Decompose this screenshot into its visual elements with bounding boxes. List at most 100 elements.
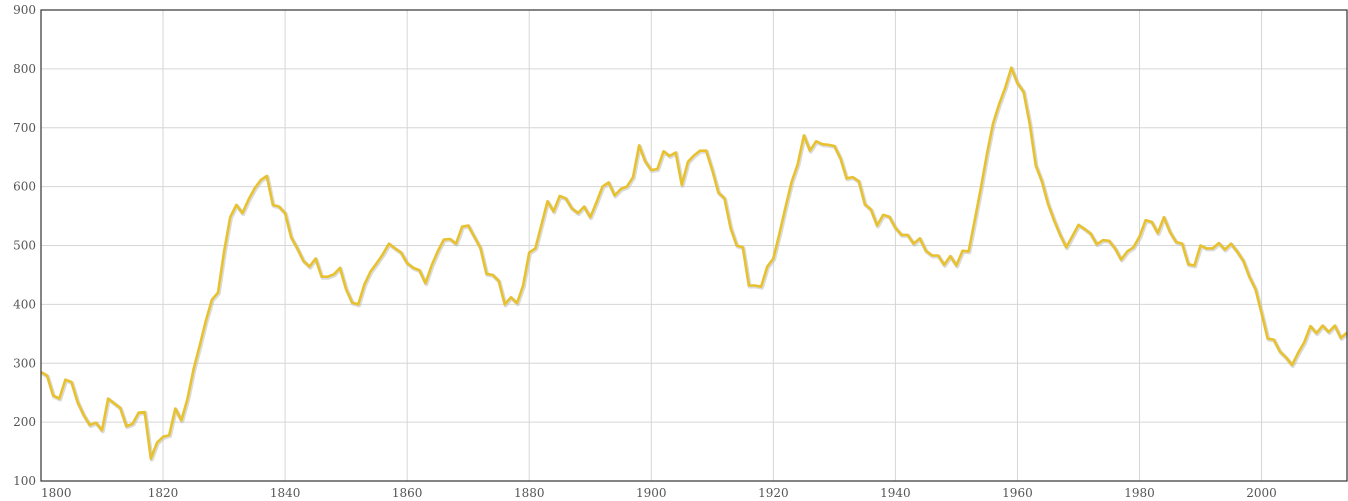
data-point-1954: [980, 187, 982, 189]
data-point-1926: [809, 150, 811, 152]
data-point-1937: [876, 224, 878, 227]
axis-tick-labels: 100 200 300 400 500 600 700 800 900 1800 1820 1840 1…: [13, 3, 1277, 500]
data-point-1980: [1138, 236, 1141, 238]
data-point-1823: [180, 419, 182, 421]
data-point-1908: [699, 150, 701, 152]
data-point-1991: [1206, 247, 1208, 250]
x-tick-label-1860: 1860: [392, 486, 423, 500]
data-point-1969: [1071, 235, 1073, 237]
data-point-1972: [1090, 233, 1092, 235]
data-point-1970: [1077, 224, 1080, 226]
data-point-1948: [943, 264, 945, 266]
data-point-2004: [1285, 356, 1287, 358]
data-point-1895: [620, 188, 622, 190]
data-point-1847: [327, 276, 329, 278]
data-point-1852: [357, 303, 359, 305]
data-point-1952: [968, 250, 970, 252]
data-point-1962: [1029, 123, 1031, 125]
data-point-1889: [583, 206, 585, 208]
data-point-1814: [125, 425, 128, 427]
data-point-1821: [168, 434, 170, 436]
data-point-1833: [241, 212, 243, 214]
data-point-1935: [864, 203, 866, 205]
data-point-1891: [595, 201, 597, 204]
data-point-1806: [77, 401, 79, 403]
data-point-1913: [730, 227, 732, 229]
data-point-1912: [723, 197, 726, 199]
x-tick-label-1820: 1820: [148, 486, 179, 500]
data-point-1971: [1083, 228, 1086, 230]
data-point-2005: [1291, 364, 1293, 366]
data-point-1907: [693, 154, 695, 157]
data-point-1849: [339, 267, 341, 269]
data-point-1838: [272, 204, 274, 206]
data-point-1943: [913, 243, 915, 245]
data-point-1965: [1047, 203, 1049, 205]
data-point-1898: [638, 144, 640, 147]
x-tick-label-1960: 1960: [1002, 486, 1033, 500]
data-point-1858: [394, 247, 396, 250]
data-point-1846: [321, 276, 323, 278]
data-point-1859: [400, 251, 402, 254]
data-point-1856: [382, 253, 384, 255]
data-point-1882: [540, 224, 543, 226]
data-point-1924: [797, 163, 799, 165]
data-point-2010: [1321, 324, 1324, 327]
y-tick-label-600: 600: [13, 180, 36, 194]
data-point-1920: [772, 257, 774, 260]
data-point-1919: [766, 266, 768, 268]
data-point-1890: [589, 216, 591, 218]
data-point-1873: [485, 273, 488, 275]
data-point-1961: [1022, 91, 1025, 93]
data-point-1874: [492, 274, 494, 276]
data-point-1836: [260, 179, 262, 181]
data-point-1854: [369, 270, 372, 273]
series-line-0: [40, 66, 1348, 460]
x-tick-label-1840: 1840: [270, 486, 301, 500]
data-point-1815: [131, 423, 134, 425]
data-point-1942: [906, 234, 909, 236]
x-tick-label-1880: 1880: [514, 486, 545, 500]
data-point-1941: [900, 234, 903, 236]
data-point-1872: [479, 247, 482, 249]
data-point-1831: [229, 216, 231, 218]
x-tick-label-1940: 1940: [880, 486, 911, 500]
data-point-1929: [827, 144, 829, 146]
data-point-1869: [461, 226, 463, 228]
data-point-1984: [1163, 216, 1165, 218]
x-tick-label-1900: 1900: [636, 486, 667, 500]
data-point-1865: [437, 250, 439, 252]
data-point-1915: [742, 246, 744, 248]
data-point-2006: [1297, 352, 1299, 354]
data-point-1824: [186, 397, 189, 400]
data-point-1951: [961, 250, 964, 252]
data-point-1911: [717, 191, 720, 194]
y-tick-label-100: 100: [13, 474, 36, 488]
data-point-1910: [711, 169, 713, 171]
data-point-1997: [1242, 260, 1244, 262]
data-point-1922: [784, 206, 787, 208]
data-point-1811: [107, 397, 109, 400]
data-point-1853: [363, 283, 366, 285]
data-point-1956: [992, 123, 994, 125]
y-tick-label-300: 300: [13, 356, 36, 370]
data-point-1884: [553, 210, 555, 212]
data-point-1902: [662, 150, 665, 152]
data-point-2012: [1334, 324, 1336, 327]
data-point-1900: [650, 169, 652, 171]
data-point-1996: [1236, 250, 1238, 252]
data-point-1816: [138, 412, 140, 414]
data-point-1830: [223, 250, 225, 252]
data-point-1959: [1010, 67, 1012, 69]
data-point-1998: [1248, 276, 1250, 278]
data-point-1861: [412, 267, 414, 269]
data-point-1878: [516, 302, 518, 304]
data-point-1870: [467, 224, 469, 227]
data-point-1986: [1175, 241, 1177, 243]
data-point-1925: [803, 134, 805, 137]
y-tick-label-900: 900: [13, 3, 36, 17]
y-tick-label-500: 500: [13, 239, 36, 253]
data-point-1981: [1145, 219, 1147, 221]
data-point-1810: [101, 429, 103, 431]
